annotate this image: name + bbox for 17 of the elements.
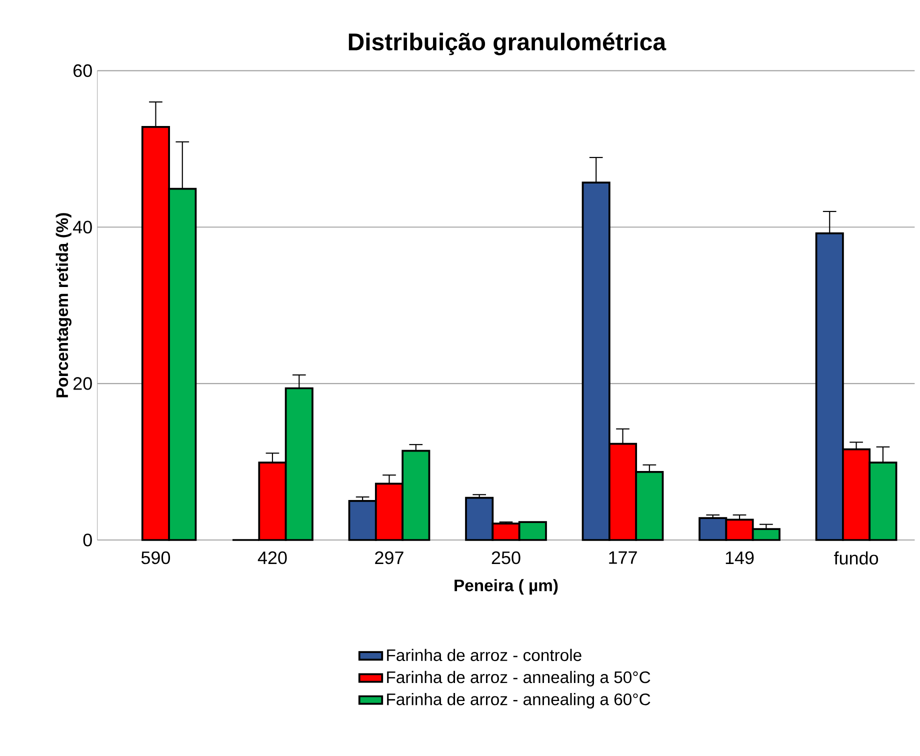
x-tick-label: 250 — [492, 551, 520, 564]
legend-label: Farinha de arroz - annealing a 50°C — [387, 670, 650, 686]
x-tick-label: 420 — [258, 551, 287, 564]
x-axis-title: Peneira ( µm) — [454, 579, 558, 595]
x-tick-label: fundo — [834, 551, 878, 565]
chart-title: Distribuição granulométrica — [348, 32, 666, 56]
legend-label: Farinha de arroz - controle — [387, 648, 582, 662]
x-tick-label: 149 — [726, 551, 754, 564]
x-tick-label: 177 — [609, 551, 637, 564]
y-axis-title: Porcentagem retida (%) — [56, 213, 72, 398]
y-tick-label: 20 — [74, 377, 92, 390]
x-tick-label: 590 — [141, 551, 170, 564]
y-tick-label: 60 — [74, 64, 92, 78]
x-tick-label: 297 — [375, 551, 404, 564]
legend-label: Farinha de arroz - annealing a 60°C — [387, 692, 650, 709]
y-tick-label: 0 — [83, 534, 92, 546]
y-tick-label: 40 — [73, 220, 92, 234]
